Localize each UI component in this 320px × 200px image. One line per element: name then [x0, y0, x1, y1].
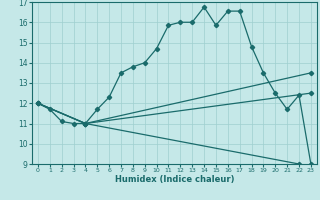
X-axis label: Humidex (Indice chaleur): Humidex (Indice chaleur) [115, 175, 234, 184]
